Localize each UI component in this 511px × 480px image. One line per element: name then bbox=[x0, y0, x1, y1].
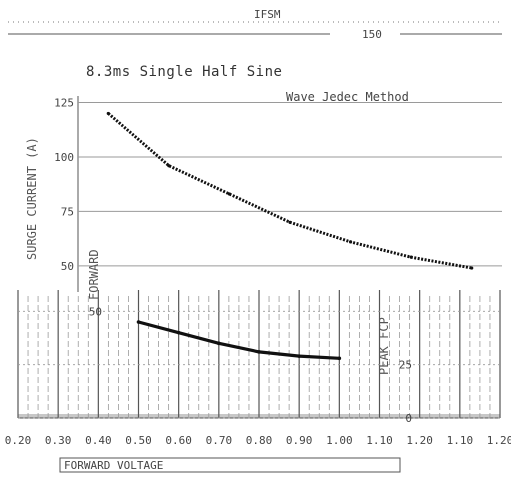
surge-current-point bbox=[348, 240, 353, 244]
bottom-x-tick-label: 0.60 bbox=[165, 434, 192, 447]
forward-characteristic-point bbox=[337, 356, 342, 361]
footer-box bbox=[59, 457, 401, 473]
top-y-tick-label: 100 bbox=[54, 151, 74, 164]
footer: FORWARD VOLTAGE bbox=[59, 457, 401, 473]
bottom-x-tick-label: 0.70 bbox=[206, 434, 233, 447]
peak-axis-label: PEAK FCP bbox=[377, 317, 391, 375]
bottom-x-tick-label: 0.90 bbox=[286, 434, 313, 447]
top-y-tick-label: 125 bbox=[54, 97, 74, 110]
header-row: IFSM 150 bbox=[8, 8, 502, 41]
forward-axis-label: FORWARD bbox=[87, 249, 101, 300]
surge-current-point bbox=[227, 192, 232, 196]
y-axis-label: SURGE CURRENT (A) bbox=[25, 137, 39, 260]
surge-current-series-line bbox=[107, 112, 472, 270]
bottom-x-tick-label: 1.10 bbox=[366, 434, 393, 447]
bottom-y-tick-label: 25 bbox=[399, 359, 412, 372]
surge-current-point bbox=[167, 164, 171, 168]
chart-title: 8.3ms Single Half Sine bbox=[86, 64, 282, 80]
top-y-tick-label: 75 bbox=[61, 205, 74, 218]
surge-current-point bbox=[106, 111, 110, 116]
footer-label: FORWARD VOLTAGE bbox=[64, 459, 163, 472]
bottom-x-tick-label: 0.20 bbox=[5, 434, 32, 447]
forward-characteristic-point bbox=[176, 330, 181, 335]
forward-characteristic-point bbox=[297, 354, 301, 358]
surge-current-point bbox=[288, 220, 292, 224]
surge-current-chart: 8.3ms Single Half Sine Wave Jedec Method… bbox=[25, 64, 502, 292]
bottom-x-tick-label: 1.00 bbox=[326, 434, 353, 447]
bottom-y-tick-label: 50 bbox=[89, 305, 102, 318]
bottom-x-tick-label: 1.10 bbox=[447, 434, 474, 447]
surge-current-point bbox=[409, 255, 413, 259]
chart-subtitle: Wave Jedec Method bbox=[286, 90, 409, 104]
forward-characteristic-series-line bbox=[138, 320, 340, 360]
top-y-tick-label: 50 bbox=[61, 260, 74, 273]
bottom-y-tick-label: 0 bbox=[405, 412, 412, 425]
bottom-x-tick-label: 0.40 bbox=[85, 434, 112, 447]
bottom-x-tick-label: 1.20 bbox=[487, 434, 511, 447]
header-parameter: IFSM bbox=[254, 8, 281, 21]
bottom-x-tick-label: 1.20 bbox=[406, 434, 433, 447]
surge-current-point bbox=[470, 266, 474, 270]
bottom-x-tick-label: 0.80 bbox=[246, 434, 273, 447]
bottom-x-tick-label: 0.50 bbox=[125, 434, 152, 447]
forward-characteristic-chart: FORWARD PEAK FCP 50 25 0 0.20 0.30 0.40 0.50 0… bbox=[5, 249, 511, 447]
forward-characteristic-point bbox=[257, 350, 261, 354]
forward-characteristic-point bbox=[217, 341, 221, 346]
bottom-x-tick-label: 0.30 bbox=[45, 434, 72, 447]
header-value: 150 bbox=[362, 28, 382, 41]
forward-characteristic-point bbox=[136, 320, 141, 324]
